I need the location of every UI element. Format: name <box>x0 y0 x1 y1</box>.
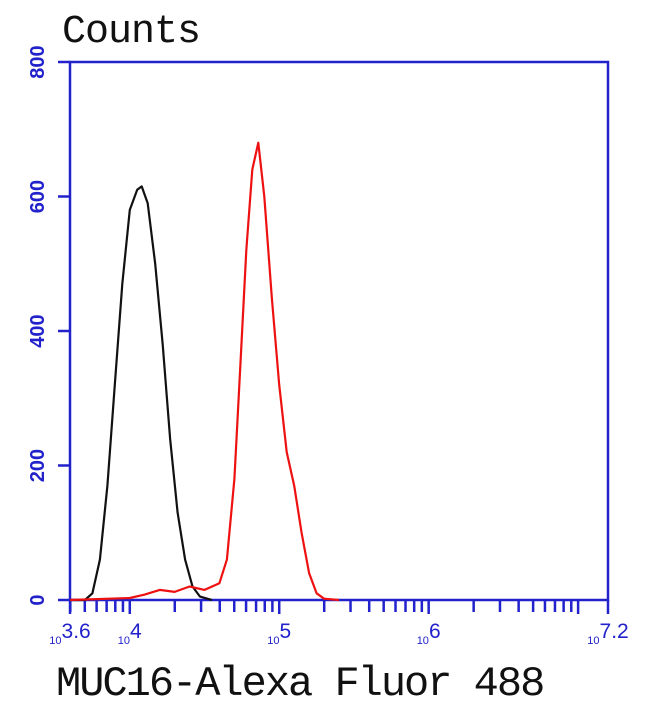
x-tick-base: 10 <box>118 635 130 647</box>
x-tick-base: 10 <box>587 635 599 647</box>
histogram-line-black <box>70 185 213 602</box>
x-tick-label: 106 <box>417 620 441 647</box>
y-tick-label: 400 <box>27 314 49 347</box>
x-tick-label: 103.6 <box>49 620 90 647</box>
x-tick-label: 107.2 <box>587 620 628 647</box>
x-tick-exponent: 4 <box>130 620 142 643</box>
y-tick-label: 200 <box>27 449 49 482</box>
x-tick-exponent: 5 <box>280 620 292 643</box>
x-tick-label: 104 <box>118 620 142 647</box>
x-tick-base: 10 <box>267 635 279 647</box>
x-tick-base: 10 <box>417 635 429 647</box>
x-tick-exponent: 7.2 <box>600 620 629 643</box>
x-tick-label: 105 <box>267 620 291 647</box>
histogram-line-red <box>69 141 340 602</box>
plot-frame <box>68 60 610 602</box>
x-tick-exponent: 6 <box>429 620 441 643</box>
y-tick-label: 800 <box>27 45 49 78</box>
x-axis-label: MUC16-Alexa Fluor 488 <box>56 660 545 708</box>
x-tick-exponent: 3.6 <box>62 620 91 643</box>
y-tick-label: 600 <box>27 180 49 213</box>
y-tick-label: 0 <box>27 594 49 605</box>
x-tick-base: 10 <box>49 635 61 647</box>
chart-title: Counts <box>62 10 201 55</box>
